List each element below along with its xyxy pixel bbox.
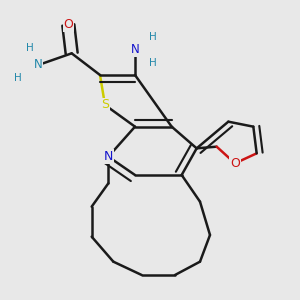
Text: N: N	[34, 58, 43, 71]
Text: N: N	[130, 44, 140, 56]
Text: H: H	[14, 73, 22, 83]
Text: N: N	[103, 150, 113, 163]
Text: O: O	[230, 157, 240, 170]
Text: H: H	[149, 32, 157, 42]
Text: H: H	[149, 58, 157, 68]
Text: S: S	[101, 98, 109, 112]
Text: O: O	[63, 19, 73, 32]
Text: H: H	[26, 43, 34, 53]
